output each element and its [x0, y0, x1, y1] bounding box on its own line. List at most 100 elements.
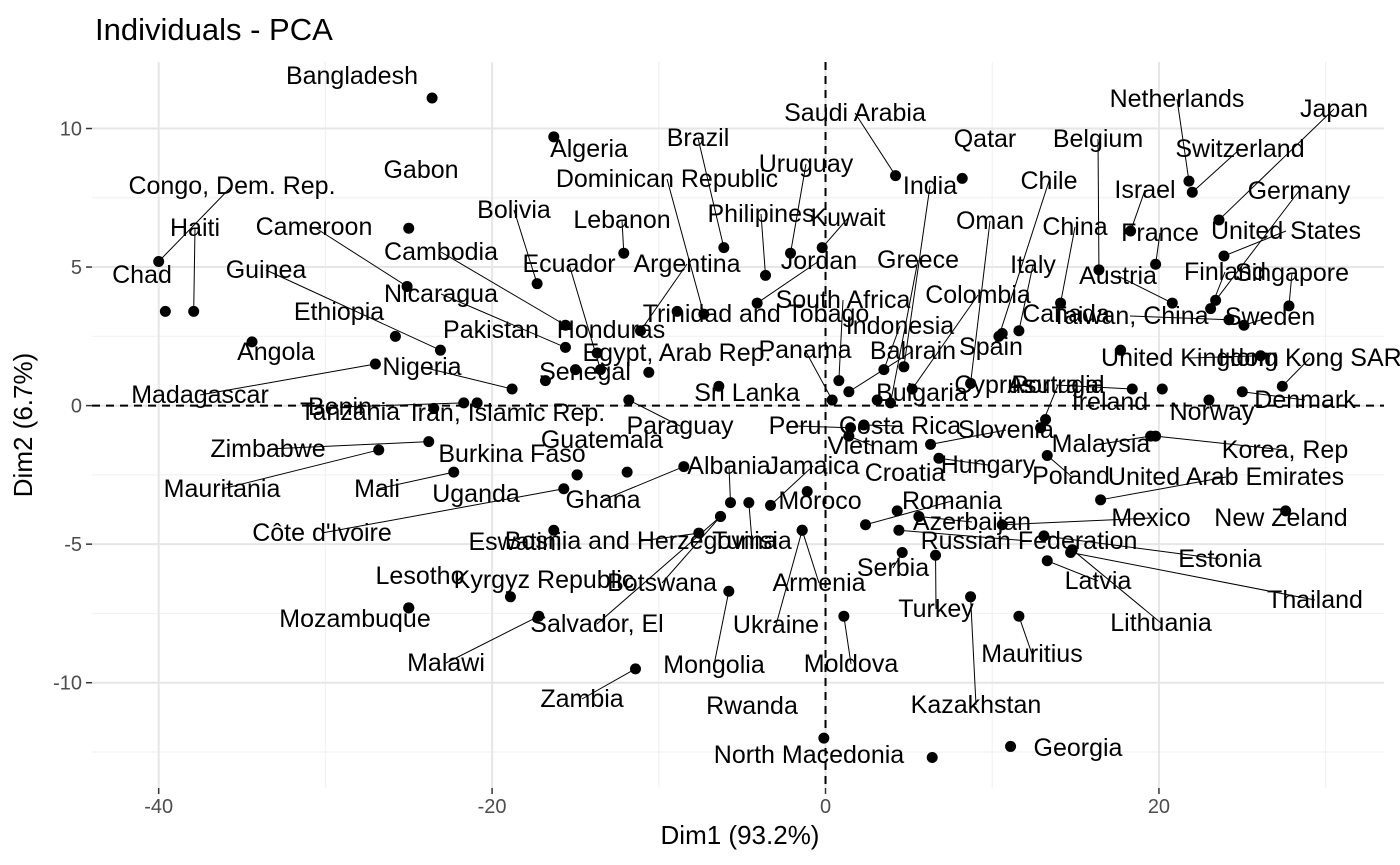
- leader-korea-rep: [1155, 435, 1286, 451]
- point-iran-islamic-rep: [471, 397, 483, 409]
- label-pakistan: Pakistan: [443, 316, 539, 344]
- point-mali: [448, 466, 460, 478]
- leader-united-arab-emirates: [1100, 476, 1227, 501]
- leader-albania: [728, 465, 731, 503]
- point-denmark: [1236, 386, 1248, 398]
- label-cambodia: Cambodia: [384, 238, 498, 266]
- label-italy: Italy: [1010, 251, 1056, 279]
- leader-belgium: [1097, 138, 1100, 270]
- label-finland: Finland: [1184, 258, 1266, 286]
- x-tick-label: -20: [478, 796, 507, 818]
- leader-lebanon: [621, 219, 625, 254]
- label-jordan: Jordan: [781, 247, 857, 275]
- label-united-arab-emirates: United Arab Emirates: [1108, 463, 1344, 491]
- point-madagascar: [369, 358, 381, 370]
- point-russian-federation: [893, 524, 905, 536]
- point-honduras: [591, 347, 603, 359]
- plot-panel: [92, 62, 1384, 788]
- leader-switzerland: [1191, 148, 1241, 193]
- label-mauritius: Mauritius: [981, 640, 1082, 668]
- label-egypt-arab-rep: Egypt, Arab Rep.: [582, 339, 771, 367]
- label-guinea: Guinea: [226, 256, 307, 284]
- point-singapore: [1283, 300, 1295, 312]
- point-ethiopia: [389, 330, 401, 342]
- label-thailand: Thailand: [1267, 586, 1363, 614]
- label-lithuania: Lithuania: [1110, 609, 1212, 637]
- leader-peru: [794, 425, 851, 429]
- y-tick-label: -5: [64, 534, 82, 556]
- label-tanzania: Tanzania: [300, 398, 400, 426]
- leader-moldova: [843, 616, 852, 665]
- point-pakistan: [569, 364, 581, 376]
- point-taiwan-china: [1223, 314, 1235, 326]
- point-malaysia: [1145, 430, 1157, 442]
- label-korea-rep: Korea, Rep: [1222, 436, 1348, 464]
- point-hungary: [933, 452, 945, 464]
- x-axis-title: Dim1 (93.2%): [661, 820, 820, 850]
- label-north-macedonia: North Macedonia: [714, 741, 904, 769]
- point-cameroon: [401, 280, 413, 292]
- y-tick-label: -10: [53, 673, 82, 695]
- leader-cambodia: [440, 251, 566, 326]
- leader-zambia: [581, 668, 636, 700]
- leader-nicaragua: [440, 293, 566, 348]
- point-philipines: [760, 269, 772, 281]
- x-tick-label: 0: [820, 796, 831, 818]
- point-bangladesh: [426, 92, 438, 104]
- point-zimbabwe: [423, 436, 435, 448]
- point-mozambuque: [403, 602, 415, 614]
- leader-chile: [998, 180, 1050, 337]
- label-nigeria: Nigeria: [382, 353, 461, 381]
- label-chad: Chad: [112, 261, 172, 289]
- point-united-kingdom: [1255, 350, 1267, 362]
- label-dominican-republic: Dominican Republic: [556, 165, 778, 193]
- point-moldova: [838, 610, 850, 622]
- point-eswatini: [548, 524, 560, 536]
- point-hong-kong-sar: [1276, 380, 1288, 392]
- label-brazil: Brazil: [667, 124, 730, 152]
- leader-ghana: [602, 466, 685, 501]
- label-south-africa: South Africa: [776, 286, 911, 314]
- label-tunisia: Tunisia: [712, 527, 792, 555]
- label-mozambuque: Mozambuque: [279, 605, 430, 633]
- label-malawi: Malawi: [407, 649, 485, 677]
- point-canada: [1115, 344, 1127, 356]
- label-ireland: Ireland: [1072, 388, 1148, 416]
- point-labels: Bangladesh Algeria Gabon Congo, Dem. Rep. Ha…: [112, 62, 1400, 769]
- x-tick-label: -40: [144, 796, 173, 818]
- leader-italy: [1018, 264, 1034, 331]
- label-taiwan-china: Taiwan, China: [1051, 302, 1208, 330]
- point-salvador-el: [714, 510, 726, 522]
- label-bulgaria: Bulgaria: [876, 379, 968, 407]
- leader-germany: [1215, 190, 1300, 301]
- reference-lines: [92, 62, 1384, 788]
- point-china: [1055, 297, 1067, 309]
- point-portugal: [1035, 422, 1047, 434]
- leader-romania: [865, 500, 953, 526]
- label-honduras: Honduras: [557, 316, 665, 344]
- point-france: [1150, 258, 1162, 270]
- point-ukraine: [796, 524, 808, 536]
- label-cyprus: Cyprus: [954, 371, 1033, 399]
- point-new-zeland: [1280, 505, 1292, 517]
- label-asutralia: Asutralia: [1007, 371, 1104, 399]
- point-japan: [1213, 214, 1225, 226]
- y-axis-ticks: 10 5 0 -5 -10: [53, 119, 92, 695]
- point-trinidad-and-tobago: [671, 305, 683, 317]
- leader-botswana: [661, 516, 721, 584]
- label-gabon: Gabon: [383, 156, 458, 184]
- leader-mauritania: [221, 449, 379, 490]
- label-poland: Poland: [1032, 462, 1110, 490]
- point-mauritius: [1013, 610, 1025, 622]
- label-mali: Mali: [354, 475, 400, 503]
- label-portugal: Portugal: [1011, 371, 1104, 399]
- label-qatar: Qatar: [954, 125, 1017, 153]
- leader-malawi: [445, 615, 540, 664]
- label-latvia: Latvia: [1065, 567, 1132, 595]
- point-qatar: [956, 172, 968, 184]
- label-malaysia: Malaysia: [1052, 430, 1151, 458]
- leader-madagascar: [199, 363, 376, 396]
- point-lithuania: [1066, 544, 1078, 556]
- label-chile: Chile: [1021, 167, 1078, 195]
- point-brazil: [718, 242, 730, 254]
